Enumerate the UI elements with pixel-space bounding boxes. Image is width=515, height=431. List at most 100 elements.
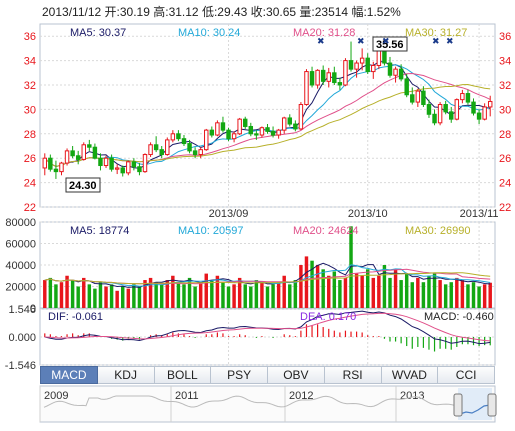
volume-bar: [232, 284, 236, 308]
volume-bar: [65, 275, 69, 308]
ma10-line: [44, 64, 491, 167]
candle-body: [359, 57, 365, 64]
volume-bar: [198, 282, 203, 308]
candle-body: [426, 104, 432, 115]
tab-cci[interactable]: CCI: [438, 366, 495, 384]
event-marker-2[interactable]: ✖: [357, 36, 365, 46]
vol-legend-ma30: MA30: 26990: [405, 225, 470, 237]
navigator-year-label: 2009: [44, 390, 68, 402]
event-marker-5[interactable]: ✖: [446, 36, 454, 46]
tab-boll[interactable]: BOLL: [154, 366, 212, 384]
volume-bar: [382, 265, 387, 308]
candle-body: [87, 144, 92, 148]
macd-legend-macd: MACD: -0.460: [424, 311, 494, 323]
tab-kdj[interactable]: KDJ: [97, 366, 155, 384]
candle-body: [410, 94, 415, 103]
vol-legend-ma10: MA10: 20597: [178, 225, 243, 237]
macd-tick-label: -1.546: [5, 360, 36, 372]
tab-obv[interactable]: OBV: [268, 366, 325, 384]
tab-macd[interactable]: MACD: [40, 366, 98, 384]
ma5-line: [44, 61, 491, 169]
price-tick-label: 28: [24, 129, 36, 141]
legend-ma20: MA20: 31.28: [293, 27, 355, 39]
volume-bar: [338, 280, 342, 308]
volume-bar: [98, 282, 103, 308]
volume-bar: [321, 269, 325, 308]
candle-body: [137, 166, 142, 173]
tab-rsi[interactable]: RSI: [324, 366, 382, 384]
candle-body: [176, 133, 181, 140]
volume-bar: [226, 286, 231, 308]
volume-bar: [109, 284, 114, 308]
price-tick-label: 30: [24, 104, 36, 116]
header-open: 30.19: [119, 5, 150, 19]
volume-bar: [176, 282, 181, 308]
candle-body: [165, 139, 170, 156]
macd-tick-label: 0.000: [8, 332, 36, 344]
volume-bar: [443, 284, 448, 308]
candle-body: [126, 161, 131, 174]
candle-body: [326, 72, 331, 82]
event-marker-1[interactable]: ✖: [317, 36, 325, 46]
candle-body: [209, 129, 215, 136]
candle-body: [159, 149, 164, 156]
volume-bar: [449, 282, 453, 308]
date-tick-label: 2013/10: [348, 208, 388, 220]
volume-bar: [276, 282, 281, 308]
date-axis: 2013/09 2013/10 2013/11: [209, 208, 499, 220]
tab-psy[interactable]: PSY: [211, 366, 268, 384]
volume-bar: [132, 284, 136, 308]
tab-wvad[interactable]: WVAD: [381, 366, 439, 384]
candle-body: [198, 149, 203, 156]
volume-bar: [165, 280, 170, 308]
candle-body: [92, 146, 98, 159]
volume-bar: [137, 286, 142, 308]
volume-bar: [70, 280, 75, 308]
volume-tick-label: 40000: [5, 260, 36, 272]
event-marker-4[interactable]: ✖: [432, 36, 440, 46]
volume-bar: [388, 277, 392, 308]
navigator-right-handle[interactable]: [487, 393, 497, 417]
price-tick-label: 34: [24, 56, 36, 68]
volume-bar: [121, 286, 125, 308]
price-tick-label: 32: [24, 80, 36, 92]
candle-body: [471, 101, 476, 114]
volume-bar: [310, 260, 314, 308]
candle-body: [365, 57, 370, 73]
volume-bar: [76, 286, 80, 308]
candle-body: [75, 155, 81, 160]
navigator-selection[interactable]: [458, 388, 492, 420]
volume-bars: [43, 226, 492, 308]
volume-bar: [293, 280, 298, 308]
navigator-year-label: 2011: [175, 390, 199, 402]
volume-bar: [365, 269, 370, 308]
candle-body: [254, 133, 259, 136]
volume-bar: [204, 273, 208, 308]
legend-ma10: MA10: 30.24: [178, 27, 240, 39]
navigator-years: 2009 2011 2012 2013: [39, 386, 424, 422]
volume-tick-label: 60000: [5, 239, 36, 251]
navigator-left-handle[interactable]: [453, 393, 463, 417]
volume-bar: [332, 271, 337, 308]
volume-bar: [282, 275, 286, 308]
candle-body: [465, 93, 471, 103]
candle-body: [114, 167, 120, 170]
event-markers[interactable]: ✖ ✖ ✖ ✖ ✖: [317, 36, 454, 46]
macd-legend-dea: DEA: 0.170: [300, 311, 356, 323]
legend-ma5: MA5: 30.37: [70, 27, 126, 39]
vol-legend-ma5: MA5: 18774: [70, 225, 129, 237]
candle-body: [398, 68, 404, 80]
volume-bar: [315, 265, 320, 308]
volume-bar: [416, 277, 420, 308]
volume-bar: [48, 277, 53, 308]
price-tick-label: 22: [24, 202, 36, 214]
candle-body: [332, 72, 337, 84]
event-marker-3[interactable]: ✖: [382, 36, 390, 46]
range-navigator[interactable]: [39, 385, 496, 423]
volume-bar: [265, 286, 270, 308]
volume-bar: [237, 277, 242, 308]
candle-body: [70, 150, 75, 157]
volume-bar: [460, 280, 465, 308]
min-price-box: [65, 177, 101, 193]
